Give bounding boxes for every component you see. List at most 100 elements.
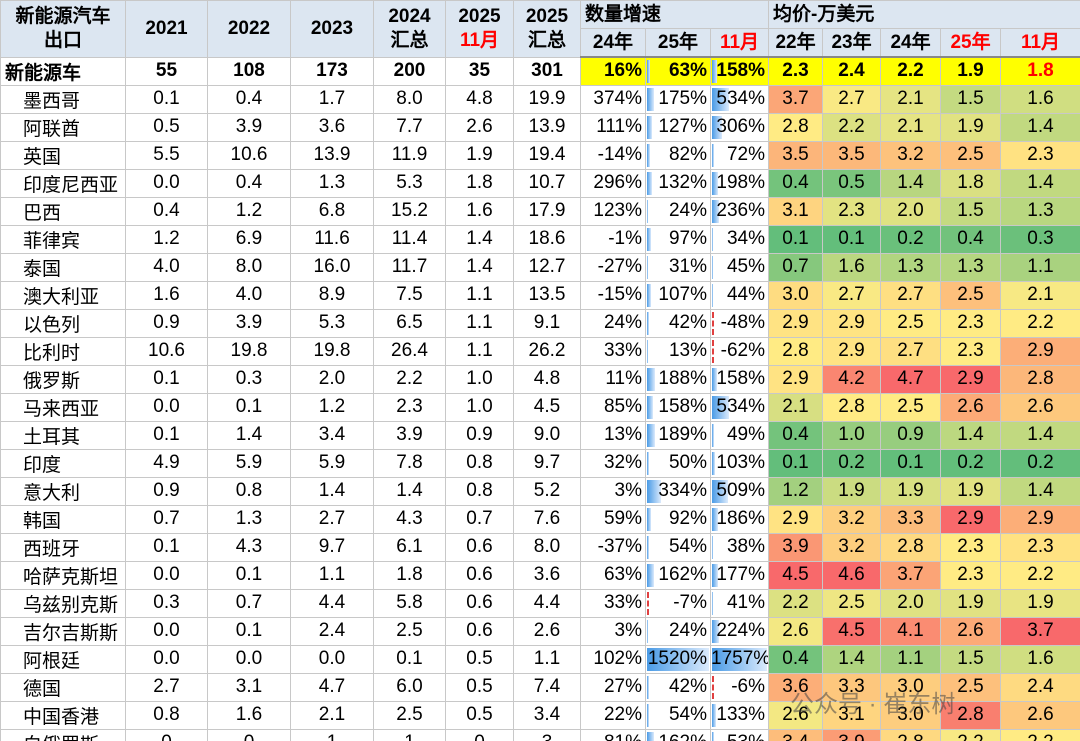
country-name: 俄罗斯	[0, 364, 126, 394]
growth-label: 306%	[716, 116, 766, 137]
price-cell: 3.1	[822, 700, 882, 730]
volume-cell: 5.3	[290, 308, 374, 338]
volume-cell: 12.7	[513, 252, 581, 282]
growth-label: 296%	[593, 172, 642, 193]
volume-cell: 3.9	[373, 420, 446, 450]
growth-label: 186%	[716, 508, 766, 529]
growth-cell: 49%	[709, 420, 770, 450]
volume-cell: 11.7	[373, 252, 446, 282]
volume-cell: 0.9	[125, 308, 208, 338]
table-row: 墨西哥 0.1 0.4 1.7 8.0 4.8 19.9 374% 175% 534% 3.7 2.7…	[0, 84, 1080, 114]
growth-label: 1757%	[711, 648, 769, 669]
volume-cell: 0.5	[125, 112, 208, 142]
volume-cell: 2.7	[125, 672, 208, 702]
growth-cell: 334%	[645, 476, 711, 506]
price-cell: 3.1	[768, 196, 824, 226]
volume-cell: 13.9	[290, 140, 374, 170]
growth-label: 3%	[614, 480, 642, 501]
growth-label: 198%	[716, 172, 766, 193]
volume-cell: 3.9	[207, 112, 291, 142]
price-cell: 3.3	[880, 504, 942, 534]
price-col-header: 25年	[940, 28, 1002, 58]
volume-cell: 13.9	[513, 112, 581, 142]
price-cell: 2.4	[822, 56, 882, 86]
price-cell: 2.9	[940, 364, 1002, 394]
volume-cell: 0.0	[125, 168, 208, 198]
price-cell: 2.7	[880, 280, 942, 310]
price-cell: 0.1	[822, 224, 882, 254]
growth-cell: 103%	[709, 448, 770, 478]
volume-cell: 1.8	[373, 560, 446, 590]
price-cell: 2.6	[940, 392, 1002, 422]
growth-label: 63%	[603, 564, 642, 585]
growth-cell: 133%	[709, 700, 770, 730]
volume-cell: 0.1	[125, 532, 208, 562]
country-name: 墨西哥	[0, 84, 126, 114]
growth-label: 24%	[603, 312, 642, 333]
volume-cell: 26.2	[513, 336, 581, 366]
growth-cell: -27%	[580, 252, 646, 282]
header-line: 11月	[459, 29, 500, 51]
volume-cell: 0.7	[445, 504, 514, 534]
volume-cell: 0.1	[125, 84, 208, 114]
volume-cell: 1.2	[207, 196, 291, 226]
country-name: 意大利	[0, 476, 126, 506]
volume-cell: 0.8	[445, 476, 514, 506]
volume-cell: 2.6	[513, 616, 581, 646]
price-cell: 2.8	[880, 532, 942, 562]
growth-label: 53%	[727, 732, 765, 741]
price-cell: 2.8	[1000, 364, 1080, 394]
volume-cell: 1	[373, 728, 446, 741]
volume-cell: 2.0	[290, 364, 374, 394]
volume-cell: 1.9	[445, 140, 514, 170]
volume-cell: 0.1	[125, 420, 208, 450]
volume-cell: 1.4	[290, 476, 374, 506]
volume-cell: 5.2	[513, 476, 581, 506]
growth-cell: 123%	[580, 196, 646, 226]
volume-cell: 1.6	[207, 700, 291, 730]
price-cell: 2.6	[1000, 392, 1080, 422]
growth-cell: 107%	[645, 280, 711, 310]
price-group-header: 均价-万美元	[768, 0, 1080, 29]
volume-cell: 7.8	[373, 448, 446, 478]
growth-label: -7%	[673, 592, 707, 613]
volume-cell: 7.6	[513, 504, 581, 534]
growth-label: 175%	[658, 88, 707, 109]
volume-cell: 0.1	[207, 616, 291, 646]
growth-label: 236%	[716, 200, 766, 221]
volume-cell: 2.3	[373, 392, 446, 422]
volume-cell: 200	[373, 56, 446, 86]
growth-cell: 85%	[580, 392, 646, 422]
volume-cell: 1	[290, 728, 374, 741]
price-cell: 2.3	[940, 560, 1002, 590]
table-row: 阿根廷 0.0 0.0 0.0 0.1 0.5 1.1 102% 1520% 1757% 0.4 1.…	[0, 644, 1080, 674]
volume-cell: 10.7	[513, 168, 581, 198]
price-cell: 4.6	[822, 560, 882, 590]
price-cell: 2.9	[822, 336, 882, 366]
data-bar	[647, 479, 661, 503]
volume-cell: 1.8	[445, 168, 514, 198]
growth-cell: 188%	[645, 364, 711, 394]
volume-cell: 17.9	[513, 196, 581, 226]
volume-cell: 10.6	[125, 336, 208, 366]
volume-cell: 3.9	[207, 308, 291, 338]
price-cell: 2.1	[880, 112, 942, 142]
data-bar-negative	[647, 591, 651, 615]
volume-cell: 9.7	[513, 448, 581, 478]
growth-label: -62%	[720, 340, 766, 361]
country-name: 西班牙	[0, 532, 126, 562]
volume-cell: 9.7	[290, 532, 374, 562]
price-cell: 1.1	[1000, 252, 1080, 282]
growth-cell: 45%	[709, 252, 770, 282]
volume-cell: 11.6	[290, 224, 374, 254]
country-name: 阿联酋	[0, 112, 126, 142]
volume-cell: 0.5	[445, 672, 514, 702]
price-cell: 1.3	[940, 252, 1002, 282]
volume-cell: 0.3	[207, 364, 291, 394]
price-cell: 0.2	[822, 448, 882, 478]
price-cell: 1.6	[1000, 84, 1080, 114]
country-name: 菲律宾	[0, 224, 126, 254]
data-bar	[647, 367, 655, 391]
table-row: 泰国 4.0 8.0 16.0 11.7 1.4 12.7 -27% 31% 45% 0.7 1.6 1…	[0, 252, 1080, 282]
volume-cell: 0.0	[125, 644, 208, 674]
